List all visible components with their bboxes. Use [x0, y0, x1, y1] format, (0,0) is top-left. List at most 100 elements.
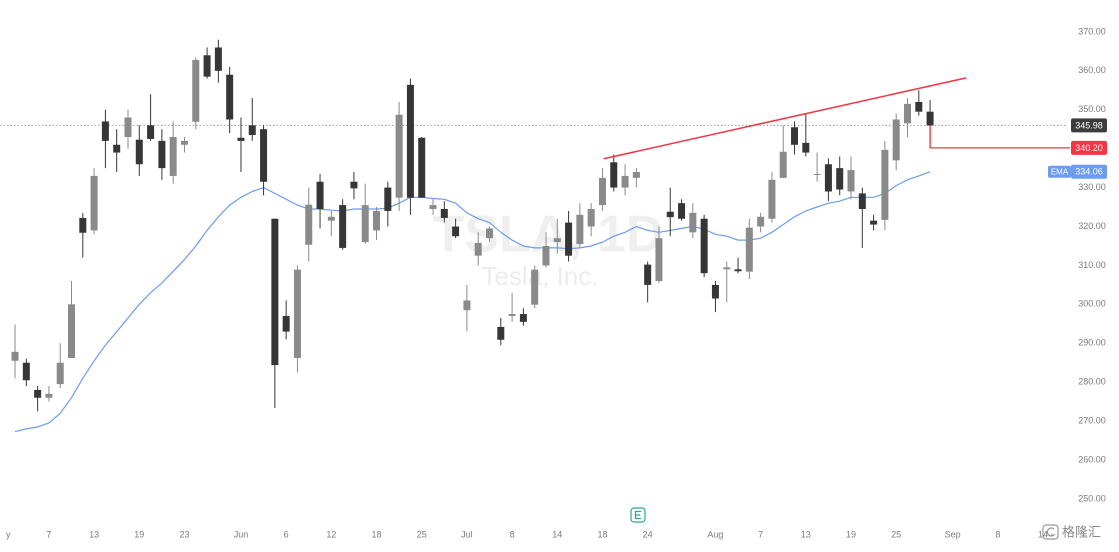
candle-body: [576, 214, 584, 245]
y-tick-label: 270.00: [1078, 415, 1106, 425]
candle-body: [474, 242, 482, 256]
x-tick-label: 13: [89, 529, 99, 539]
level-line: [929, 125, 1070, 149]
level-label: 340.20: [1075, 143, 1103, 153]
x-tick-label: 25: [891, 529, 901, 539]
x-tick-label: 23: [179, 529, 189, 539]
candle-body: [813, 173, 821, 175]
candle-body: [915, 101, 923, 112]
logo-text: 格隆汇: [1062, 524, 1101, 539]
candle-body: [700, 218, 708, 274]
candle-body: [711, 284, 719, 299]
candle-body: [203, 55, 211, 77]
candle-body: [757, 216, 765, 227]
y-tick-label: 370.00: [1078, 26, 1106, 36]
candle-body: [621, 175, 629, 188]
candle-body: [316, 181, 324, 209]
candle-body: [147, 125, 155, 139]
candle-body: [881, 149, 889, 220]
candle-body: [802, 142, 810, 153]
x-tick-label: 7: [758, 529, 763, 539]
ema-name-box: [1048, 165, 1071, 178]
candle-body: [373, 210, 381, 231]
ema-value-label: 334.06: [1075, 167, 1103, 177]
logo: 格隆汇: [1042, 524, 1101, 540]
candle-body: [214, 47, 222, 71]
candle-body: [237, 137, 245, 141]
candle-body: [11, 351, 19, 361]
candle-body: [169, 136, 177, 176]
ema-value-box: [1071, 164, 1107, 179]
candle-body: [644, 264, 652, 285]
candle-body: [271, 218, 279, 366]
candle-body: [22, 362, 30, 381]
candle-body: [429, 205, 437, 209]
candle-body: [361, 205, 369, 243]
candle-body: [553, 238, 561, 243]
y-tick-label: 360.00: [1078, 65, 1106, 75]
candle-body: [158, 140, 166, 169]
candle-body: [508, 314, 516, 317]
candle-body: [350, 181, 358, 189]
y-tick-label: 350.00: [1078, 104, 1106, 114]
candle-body: [892, 119, 900, 161]
x-tick-label: 13: [801, 529, 811, 539]
candle-body: [79, 217, 87, 233]
candle-body: [655, 238, 663, 281]
candle-body: [440, 208, 448, 218]
x-tick-label: Jul: [461, 529, 473, 539]
candle-body: [565, 222, 573, 256]
y-tick-label: 260.00: [1078, 454, 1106, 464]
x-tick-label: 7: [46, 529, 51, 539]
y-tick-label: 280.00: [1078, 377, 1106, 387]
candle-body: [226, 74, 234, 120]
x-tick-label: 19: [134, 529, 144, 539]
candle-body: [926, 111, 934, 126]
y-tick-label: 290.00: [1078, 338, 1106, 348]
x-tick-label: 14: [1038, 529, 1048, 539]
candle-body: [135, 139, 143, 165]
candle-body: [858, 193, 866, 209]
candle-body: [666, 211, 674, 218]
x-tick-label: y: [6, 529, 11, 539]
y-tick-label: 310.00: [1078, 260, 1106, 270]
candle-body: [282, 316, 290, 332]
trendline: [603, 77, 967, 160]
candle-body: [610, 162, 618, 188]
x-tick-label: 25: [417, 529, 427, 539]
y-tick-label: 250.00: [1078, 493, 1106, 503]
candle-body: [587, 208, 595, 227]
candle-body: [90, 175, 98, 231]
candle-body: [192, 59, 200, 122]
x-tick-label: Sep: [945, 529, 961, 539]
x-tick-label: 6: [284, 529, 289, 539]
last-price-box: [1071, 118, 1107, 133]
candle-body: [847, 170, 855, 192]
candle-body: [678, 203, 686, 219]
candle-body: [542, 245, 550, 266]
y-tick-label: 320.00: [1078, 221, 1106, 231]
candle-body: [486, 228, 494, 239]
candle-body: [293, 269, 301, 359]
candle-body: [101, 121, 109, 141]
candle-body: [406, 84, 414, 198]
y-tick-label: 300.00: [1078, 299, 1106, 309]
candle-body: [339, 205, 347, 248]
candle-body: [779, 151, 787, 178]
candle-body: [723, 267, 731, 270]
candle-body: [734, 269, 742, 272]
candle-body: [305, 204, 313, 245]
candle-body: [56, 362, 64, 385]
candle-body: [519, 314, 527, 322]
candle-body: [768, 179, 776, 219]
candle-body: [45, 393, 53, 398]
x-tick-label: 14: [552, 529, 562, 539]
candle-body: [452, 226, 460, 237]
candle-body: [124, 117, 132, 137]
candle-body: [180, 140, 188, 145]
candle-body: [870, 220, 878, 225]
candle-body: [384, 187, 392, 211]
candle-body: [327, 216, 335, 221]
